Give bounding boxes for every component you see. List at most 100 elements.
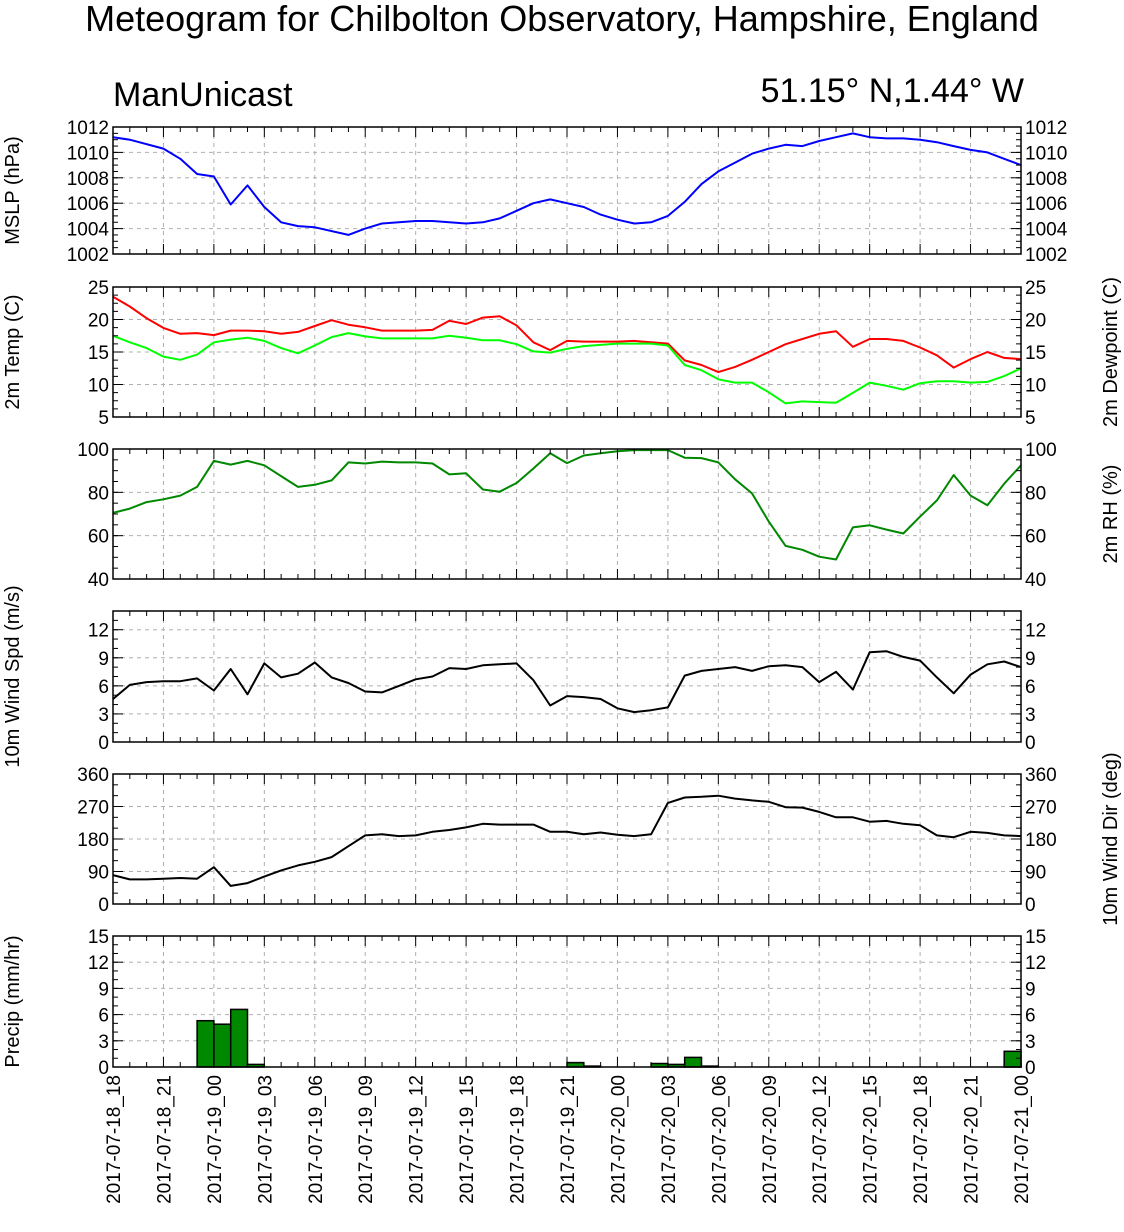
wind-speed-panel: 0 0 3 3 6 6 9 9 12 12 10m Wind Spd (m/s) — [2, 585, 1046, 767]
page-title: Meteogram for Chilbolton Observatory, Ha… — [85, 0, 1039, 39]
wind-direction-panel: 0 0 90 90 180 180 270 270 360 360 10m Wind Dir (de… — [77, 752, 1122, 925]
wind-speed-ytick-label-left: 6 — [98, 677, 109, 698]
time-axis-label: 2017-07-19_06 — [306, 1075, 327, 1204]
model-name: ManUnicast — [113, 76, 293, 114]
time-axis-label: 2017-07-20_00 — [608, 1075, 629, 1204]
wind-speed-ytick-label-right: 12 — [1025, 621, 1046, 642]
time-axis-label: 2017-07-19_18 — [508, 1075, 529, 1204]
temp-ylabel-right: 2m Dewpoint (C) — [1100, 277, 1122, 427]
wind-direction-ytick-label-left: 270 — [77, 798, 109, 819]
rh-ytick-label-right: 100 — [1025, 440, 1057, 461]
temp-ytick-label-left: 15 — [88, 343, 109, 364]
rh-series-line-0 — [112, 449, 1022, 561]
temp-ytick-label-right: 25 — [1025, 278, 1046, 299]
mslp-ytick-label-left: 1010 — [67, 143, 109, 164]
rh-ytick-label-left: 60 — [88, 527, 109, 548]
wind-direction-series-line-0 — [112, 794, 1022, 887]
wind-direction-ylabel-right: 10m Wind Dir (deg) — [1100, 752, 1122, 925]
temp-ytick-label-right: 5 — [1025, 408, 1036, 429]
rh-ytick-label-left: 80 — [88, 483, 109, 504]
mslp-ytick-label-right: 1012 — [1025, 118, 1067, 139]
precip-bar — [213, 1023, 232, 1068]
rh-ytick-label-right: 80 — [1025, 483, 1046, 504]
wind-direction-ytick-label-left: 0 — [98, 895, 109, 916]
precip-ytick-label-left: 12 — [88, 953, 109, 974]
precip-ytick-label-right: 12 — [1025, 953, 1046, 974]
temp-ytick-label-right: 15 — [1025, 343, 1046, 364]
precip-bar — [683, 1056, 703, 1068]
precip-bar — [1003, 1050, 1022, 1068]
wind-direction-ytick-label-right: 270 — [1025, 798, 1057, 819]
time-axis-label: 2017-07-19_12 — [407, 1075, 428, 1204]
time-axis-label: 2017-07-20_03 — [659, 1075, 680, 1204]
station-coordinates: 51.15° N,1.44° W — [760, 72, 1024, 110]
precip-ytick-label-right: 0 — [1025, 1058, 1036, 1079]
mslp-ytick-label-right: 1010 — [1025, 143, 1067, 164]
time-axis-label: 2017-07-20_06 — [709, 1075, 730, 1204]
precip-bar — [196, 1019, 215, 1068]
wind-direction-ytick-label-left: 180 — [77, 830, 109, 851]
time-axis-label: 2017-07-20_21 — [962, 1075, 983, 1204]
wind-direction-ytick-label-right: 0 — [1025, 895, 1036, 916]
precip-ytick-label-left: 15 — [88, 927, 109, 948]
temp-series-line-1 — [112, 332, 1022, 405]
precip-ytick-label-right: 15 — [1025, 927, 1046, 948]
wind-speed-ylabel-left: 10m Wind Spd (m/s) — [2, 585, 24, 767]
precip-ytick-label-right: 9 — [1025, 979, 1036, 1000]
mslp-ytick-label-left: 1008 — [67, 169, 109, 190]
wind-speed-ytick-label-right: 9 — [1025, 649, 1036, 670]
rh-ytick-label-right: 60 — [1025, 527, 1046, 548]
temp-series-line-0 — [112, 295, 1022, 374]
wind-speed-ytick-label-left: 12 — [88, 621, 109, 642]
wind-direction-ytick-label-right: 180 — [1025, 830, 1057, 851]
temp-ytick-label-right: 10 — [1025, 376, 1046, 397]
precip-panel: 0 0 3 3 6 6 9 9 12 12 15 15 Precip (mm/hr) — [2, 927, 1046, 1079]
precip-ytick-label-left: 0 — [98, 1058, 109, 1079]
time-axis-label: 2017-07-19_00 — [205, 1075, 226, 1204]
temp-ytick-label-left: 20 — [88, 311, 109, 332]
rh-ytick-label-left: 100 — [77, 440, 109, 461]
time-axis-label: 2017-07-20_09 — [760, 1075, 781, 1204]
temp-ytick-label-left: 10 — [88, 376, 109, 397]
time-axis-label: 2017-07-19_15 — [457, 1075, 478, 1204]
precip-ytick-label-right: 3 — [1025, 1032, 1036, 1053]
time-axis-label: 2017-07-19_21 — [558, 1075, 579, 1204]
temp-ylabel-left: 2m Temp (C) — [2, 294, 24, 409]
temp-ytick-label-left: 25 — [88, 278, 109, 299]
mslp-ytick-label-right: 1006 — [1025, 194, 1067, 215]
time-axis-label: 2017-07-21_00 — [1012, 1075, 1033, 1204]
wind-speed-series-line-0 — [112, 650, 1022, 714]
wind-speed-ytick-label-left: 9 — [98, 649, 109, 670]
rh-panel: 40 40 60 60 80 80 100 100 2m RH (%) — [77, 440, 1122, 591]
time-axis-label: 2017-07-20_18 — [911, 1075, 932, 1204]
time-axis-label: 2017-07-19_03 — [255, 1075, 276, 1204]
time-axis-label: 2017-07-19_09 — [356, 1075, 377, 1204]
precip-ytick-label-left: 3 — [98, 1032, 109, 1053]
mslp-ytick-label-left: 1012 — [67, 118, 109, 139]
precip-ytick-label-right: 6 — [1025, 1006, 1036, 1027]
mslp-ytick-label-right: 1002 — [1025, 245, 1067, 266]
mslp-ylabel-left: MSLP (hPa) — [2, 136, 24, 245]
time-axis-label: 2017-07-18_18 — [104, 1075, 125, 1204]
temp-panel: 5 5 10 10 15 15 20 20 25 25 2m Temp (C) 2m Dewpoint… — [2, 277, 1122, 429]
rh-ytick-label-right: 40 — [1025, 570, 1046, 591]
wind-speed-ytick-label-right: 3 — [1025, 705, 1036, 726]
mslp-ytick-label-left: 1006 — [67, 194, 109, 215]
precip-ylabel-left: Precip (mm/hr) — [2, 935, 24, 1067]
wind-direction-ytick-label-left: 90 — [88, 863, 109, 884]
time-axis-label: 2017-07-18_21 — [154, 1075, 175, 1204]
mslp-ytick-label-left: 1004 — [67, 220, 110, 241]
mslp-ytick-label-right: 1004 — [1025, 220, 1068, 241]
rh-ytick-label-left: 40 — [88, 570, 109, 591]
temp-ytick-label-right: 20 — [1025, 311, 1046, 332]
mslp-ytick-label-right: 1008 — [1025, 169, 1067, 190]
wind-direction-ytick-label-right: 360 — [1025, 765, 1057, 786]
wind-speed-ytick-label-left: 3 — [98, 705, 109, 726]
wind-speed-ytick-label-right: 0 — [1025, 733, 1036, 754]
precip-ytick-label-left: 9 — [98, 979, 109, 1000]
mslp-series-line-0 — [112, 132, 1022, 236]
wind-direction-ytick-label-left: 360 — [77, 765, 109, 786]
rh-ylabel-right: 2m RH (%) — [1100, 465, 1122, 564]
precip-ytick-label-left: 6 — [98, 1006, 109, 1027]
